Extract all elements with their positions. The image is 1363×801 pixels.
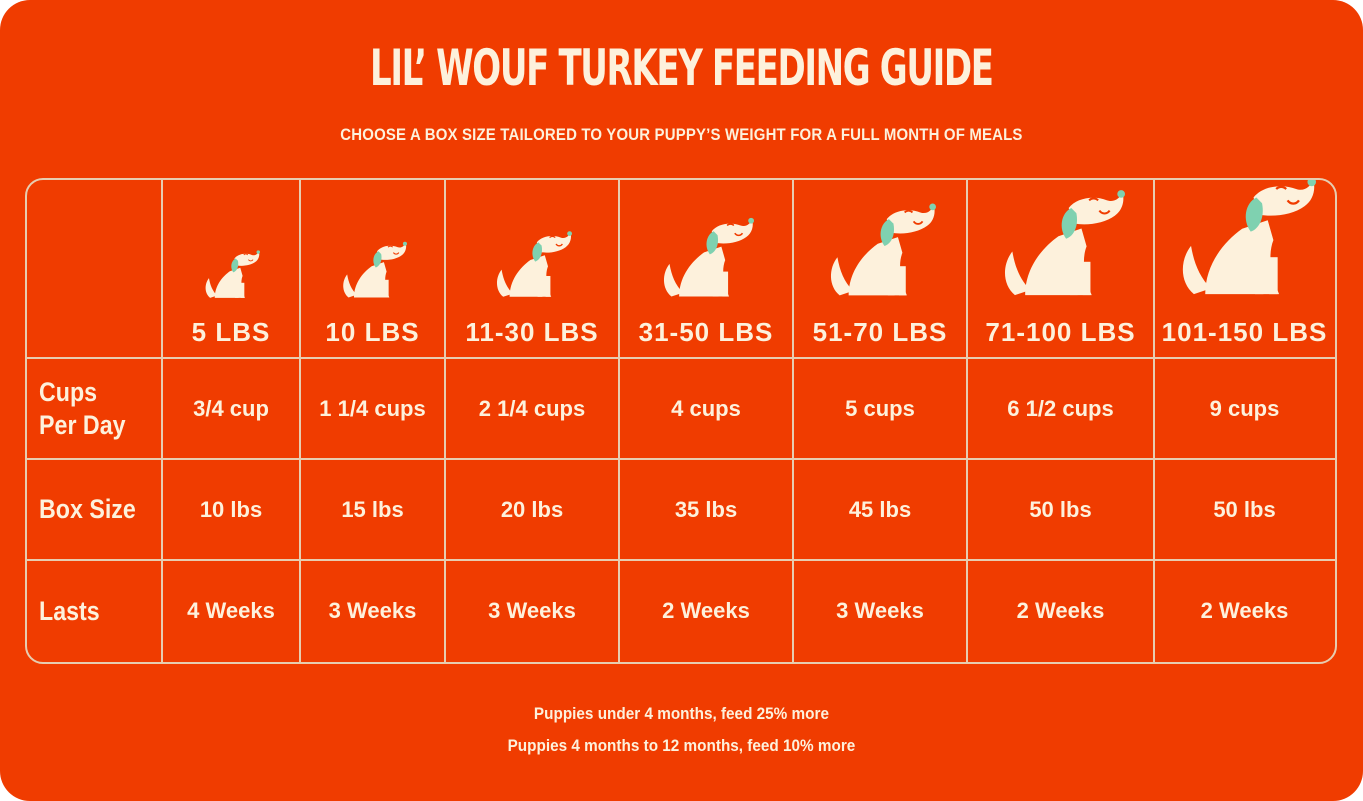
page-subtitle: CHOOSE A BOX SIZE TAILORED TO YOUR PUPPY… (340, 125, 1023, 144)
cell-cups: 6 1/2 cups (1007, 395, 1114, 421)
row-label-text: Lasts (39, 595, 100, 626)
row-label-text: Box Size (39, 494, 136, 524)
cell-cups: 4 cups (671, 395, 741, 421)
grid-horizontal-line (27, 458, 1335, 460)
weight-header: 5 LBS (191, 316, 271, 347)
cell-cups: 9 cups (1209, 395, 1280, 421)
row-label-text: Per Day (39, 409, 126, 440)
sitting-dog-icon (663, 217, 754, 297)
sitting-dog-icon (205, 250, 260, 298)
cell-box: 50 lbs (1029, 496, 1092, 522)
footer-note-4-to-12-months: Puppies 4 months to 12 months, feed 10% … (507, 736, 856, 755)
cell-box: 15 lbs (341, 496, 404, 522)
footer-note-under-4-months: Puppies under 4 months, feed 25% more (533, 704, 829, 723)
grid-vertical-line (444, 180, 446, 662)
cell-lasts: 2 Weeks (662, 598, 750, 623)
row-label-cups-per-day: Cups Per Day (27, 358, 162, 459)
cell-lasts: 4 Weeks (187, 598, 275, 623)
feeding-table: Cups Per Day Box Size Lasts 5 LBS 3/4 cup 10 l… (25, 178, 1337, 664)
sitting-dog-icon (342, 241, 407, 298)
sitting-dog-icon (1004, 189, 1125, 295)
cell-cups: 1 1/4 cups (319, 395, 426, 421)
grid-horizontal-line (27, 357, 1335, 359)
weight-header: 10 LBS (325, 316, 420, 347)
grid-vertical-line (299, 180, 301, 662)
weight-header: 71-100 LBS (985, 316, 1136, 347)
cell-box: 50 lbs (1213, 496, 1276, 522)
grid-vertical-line (966, 180, 968, 662)
cell-lasts: 3 Weeks (488, 598, 576, 623)
cell-lasts: 3 Weeks (836, 598, 924, 623)
cell-lasts: 3 Weeks (328, 598, 417, 623)
cell-cups: 3/4 cup (193, 395, 269, 421)
cell-lasts: 2 Weeks (1016, 598, 1105, 623)
cell-box: 20 lbs (500, 496, 564, 522)
grid-vertical-line (792, 180, 794, 662)
cell-box: 10 lbs (199, 496, 263, 522)
row-label-box-size: Box Size (27, 459, 162, 560)
grid-horizontal-line (27, 559, 1335, 561)
cell-box: 35 lbs (674, 496, 738, 522)
page-title: LIL’ WOUF TURKEY FEEDING GUIDE (370, 39, 994, 97)
sitting-dog-icon (830, 203, 936, 296)
weight-header: 31-50 LBS (638, 316, 774, 347)
sitting-dog-icon (496, 231, 572, 297)
row-label-lasts: Lasts (27, 560, 162, 662)
cell-box: 45 lbs (848, 496, 912, 522)
grid-vertical-line (618, 180, 620, 662)
weight-header: 101-150 LBS (1161, 316, 1328, 347)
weight-header: 11-30 LBS (465, 316, 599, 347)
cell-cups: 5 cups (845, 395, 915, 421)
weight-header: 51-70 LBS (812, 316, 948, 347)
grid-vertical-line (161, 180, 163, 662)
grid-vertical-line (1153, 180, 1155, 662)
cell-cups: 2 1/4 cups (478, 395, 586, 421)
cell-lasts: 2 Weeks (1200, 598, 1289, 623)
sitting-dog-icon (1182, 180, 1316, 295)
row-label-text: Cups (39, 376, 98, 407)
